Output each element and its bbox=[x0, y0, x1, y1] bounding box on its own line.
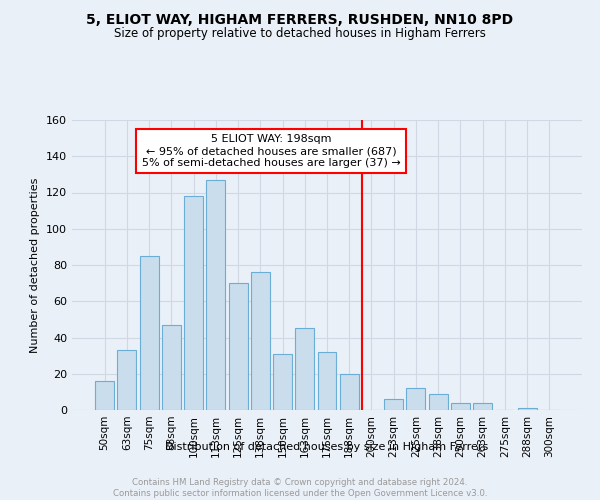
Text: 5, ELIOT WAY, HIGHAM FERRERS, RUSHDEN, NN10 8PD: 5, ELIOT WAY, HIGHAM FERRERS, RUSHDEN, N… bbox=[86, 12, 514, 26]
Bar bbox=[518, 408, 536, 410]
Text: Size of property relative to detached houses in Higham Ferrers: Size of property relative to detached ho… bbox=[114, 28, 486, 40]
Text: Contains HM Land Registry data © Crown copyright and database right 2024.
Contai: Contains HM Land Registry data © Crown c… bbox=[113, 478, 487, 498]
Text: 5 ELIOT WAY: 198sqm
← 95% of detached houses are smaller (687)
5% of semi-detach: 5 ELIOT WAY: 198sqm ← 95% of detached ho… bbox=[142, 134, 401, 168]
Y-axis label: Number of detached properties: Number of detached properties bbox=[31, 178, 40, 352]
Bar bbox=[229, 283, 248, 410]
Bar bbox=[429, 394, 448, 410]
Bar bbox=[295, 328, 314, 410]
Bar bbox=[140, 256, 158, 410]
Bar bbox=[451, 403, 470, 410]
Bar bbox=[317, 352, 337, 410]
Bar bbox=[384, 399, 403, 410]
Bar bbox=[251, 272, 270, 410]
Bar bbox=[206, 180, 225, 410]
Bar bbox=[273, 354, 292, 410]
Bar bbox=[406, 388, 425, 410]
Text: Distribution of detached houses by size in Higham Ferrers: Distribution of detached houses by size … bbox=[166, 442, 488, 452]
Bar bbox=[95, 381, 114, 410]
Bar bbox=[184, 196, 203, 410]
Bar bbox=[162, 325, 181, 410]
Bar bbox=[473, 403, 492, 410]
Bar bbox=[118, 350, 136, 410]
Bar bbox=[340, 374, 359, 410]
